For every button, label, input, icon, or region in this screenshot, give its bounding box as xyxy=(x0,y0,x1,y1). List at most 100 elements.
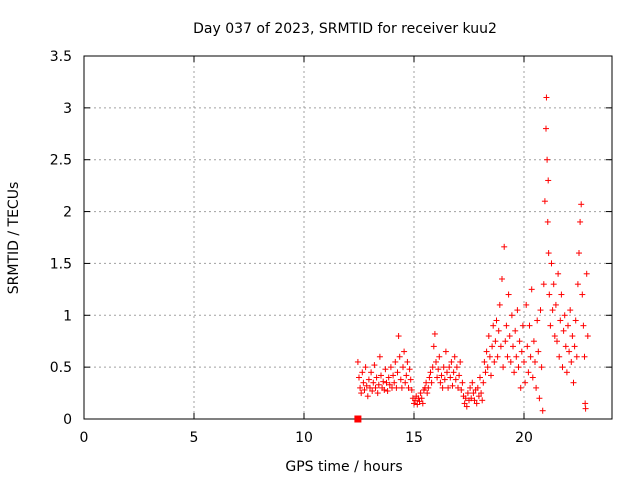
data-point xyxy=(356,374,362,381)
data-point xyxy=(411,400,417,407)
data-point xyxy=(419,400,426,407)
data-point xyxy=(565,322,571,329)
data-point xyxy=(462,395,469,402)
data-point xyxy=(371,362,378,369)
axis-ticks xyxy=(83,55,612,420)
data-point xyxy=(494,353,501,360)
data-point xyxy=(526,322,533,329)
data-point xyxy=(578,201,585,208)
y-tick-label: 2.5 xyxy=(50,153,72,169)
data-point xyxy=(550,281,557,288)
data-point xyxy=(521,358,527,365)
data-point xyxy=(444,369,450,376)
data-point xyxy=(488,372,494,379)
data-point xyxy=(483,348,490,355)
y-tick-label: 0 xyxy=(63,412,72,428)
data-point xyxy=(447,374,454,381)
data-point xyxy=(429,364,436,371)
x-tick-label: 0 xyxy=(80,430,89,446)
data-point xyxy=(475,393,482,400)
data-point xyxy=(535,348,542,355)
x-tick-label: 5 xyxy=(190,430,199,446)
data-point xyxy=(518,348,525,355)
data-point xyxy=(537,307,544,314)
data-point xyxy=(482,369,489,376)
data-point xyxy=(359,369,366,376)
data-point xyxy=(559,364,566,371)
data-point xyxy=(555,270,562,277)
data-point xyxy=(493,317,500,324)
data-point xyxy=(455,384,461,391)
data-point xyxy=(572,317,579,324)
data-point xyxy=(365,376,372,383)
data-point xyxy=(582,405,589,412)
plot-frame xyxy=(83,55,613,420)
y-tick-label: 0.5 xyxy=(50,360,72,376)
data-point xyxy=(519,322,526,329)
data-point xyxy=(556,353,563,360)
data-point xyxy=(546,291,553,298)
data-point xyxy=(506,333,513,340)
data-point xyxy=(563,369,570,376)
data-point xyxy=(541,198,548,205)
data-point xyxy=(538,364,545,371)
data-point xyxy=(400,364,406,371)
data-point xyxy=(583,270,590,277)
data-point xyxy=(382,366,389,373)
data-point xyxy=(561,312,568,319)
x-tick-label: 20 xyxy=(515,430,533,446)
data-point xyxy=(499,275,505,282)
data-point xyxy=(517,384,524,391)
data-point xyxy=(491,358,498,365)
data-point xyxy=(582,400,589,407)
data-point xyxy=(566,348,573,355)
data-point xyxy=(501,243,508,250)
data-point xyxy=(495,327,502,334)
data-point xyxy=(574,281,581,288)
data-point xyxy=(545,177,552,184)
data-point xyxy=(581,353,588,360)
data-point xyxy=(524,343,531,350)
data-point xyxy=(397,376,404,383)
data-point xyxy=(505,291,512,298)
data-point xyxy=(504,353,511,360)
data-point xyxy=(396,353,403,360)
grid xyxy=(84,56,612,419)
data-point xyxy=(393,384,400,391)
data-point xyxy=(485,333,492,340)
data-point xyxy=(435,366,442,373)
data-point xyxy=(367,384,373,391)
data-point xyxy=(514,307,521,314)
data-point xyxy=(358,390,365,397)
data-point xyxy=(424,390,431,397)
data-point xyxy=(362,364,369,371)
data-point xyxy=(386,381,393,388)
data-point xyxy=(544,156,551,163)
data-point xyxy=(456,372,463,379)
data-point xyxy=(354,358,361,365)
data-point xyxy=(522,379,529,386)
data-point xyxy=(370,379,377,386)
y-tick-label: 3 xyxy=(63,101,72,117)
data-point xyxy=(406,366,413,373)
data-point xyxy=(569,333,576,340)
highlight-marker xyxy=(354,415,362,423)
data-point xyxy=(560,327,567,334)
data-point xyxy=(416,398,423,405)
data-point xyxy=(464,390,471,397)
data-point xyxy=(502,338,509,345)
data-point xyxy=(545,250,552,257)
data-point xyxy=(534,317,541,324)
data-point xyxy=(404,358,411,365)
data-point xyxy=(529,374,536,381)
data-point xyxy=(433,358,439,365)
data-point xyxy=(368,369,375,376)
data-point xyxy=(408,386,415,393)
data-point xyxy=(445,384,452,391)
data-point xyxy=(394,369,401,376)
data-point xyxy=(543,94,550,101)
data-point xyxy=(458,386,465,393)
data-point xyxy=(533,384,540,391)
data-point xyxy=(402,379,409,386)
